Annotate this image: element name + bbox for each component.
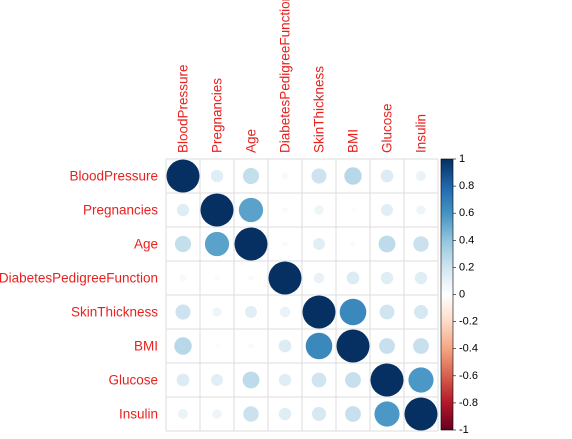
corr-circle-bmi-pregnancies: [214, 343, 220, 349]
row-label-insulin: Insulin: [119, 407, 158, 422]
colorbar-tick-label: 0.8: [459, 180, 474, 192]
column-label-glucose: Glucose: [380, 103, 395, 153]
column-label-skinthickness: SkinThickness: [312, 66, 327, 153]
corr-circle-age-skinthickness: [313, 238, 325, 250]
colorbar-tick-label: -0.8: [459, 397, 478, 409]
corr-circle-age-age: [234, 227, 268, 261]
corr-circle-glucose-insulin: [408, 367, 434, 393]
corr-circle-diabetespedigreefunction-age: [248, 275, 254, 281]
colorbar-tick-label: -0.2: [459, 316, 478, 328]
colorbar-tick-label: -1: [459, 424, 469, 436]
corr-circle-pregnancies-skinthickness: [314, 205, 324, 215]
corr-circle-diabetespedigreefunction-skinthickness: [313, 272, 325, 284]
corr-circle-pregnancies-age: [238, 197, 264, 223]
column-label-insulin: Insulin: [414, 114, 429, 153]
corr-circle-age-insulin: [413, 236, 429, 252]
row-label-pregnancies: Pregnancies: [83, 203, 158, 218]
corr-circle-bloodpressure-bloodpressure: [166, 159, 200, 193]
corr-circle-pregnancies-glucose: [381, 204, 393, 216]
corr-circle-glucose-skinthickness: [311, 372, 327, 388]
corr-circle-bmi-diabetespedigreefunction: [278, 339, 292, 353]
corr-circle-pregnancies-diabetespedigreefunction: [282, 207, 288, 213]
corr-circle-bmi-bloodpressure: [174, 337, 192, 355]
corr-circle-bloodpressure-diabetespedigreefunction: [281, 172, 289, 180]
corr-circle-insulin-pregnancies: [212, 409, 222, 419]
column-label-bloodpressure: BloodPressure: [176, 64, 191, 153]
corr-circle-insulin-age: [243, 406, 259, 422]
corr-circle-age-glucose: [378, 235, 396, 253]
corr-circle-diabetespedigreefunction-insulin: [414, 271, 428, 285]
corr-circle-age-bmi: [350, 241, 356, 247]
corr-circle-glucose-bmi: [345, 372, 361, 388]
corr-circle-bloodpressure-skinthickness: [311, 168, 327, 184]
colorbar-tick-label: 0.2: [459, 261, 474, 273]
colorbar-tick-label: 0.4: [459, 234, 474, 246]
corr-circle-bloodpressure-bmi: [344, 167, 362, 185]
colorbar-tick-label: 0: [459, 289, 465, 301]
corr-circle-bloodpressure-insulin: [416, 171, 426, 181]
corr-circle-diabetespedigreefunction-glucose: [380, 271, 394, 285]
corr-circle-bloodpressure-pregnancies: [210, 169, 224, 183]
corr-circle-pregnancies-pregnancies: [200, 193, 234, 227]
correlation-grid: [165, 158, 439, 432]
corr-circle-glucose-age: [242, 371, 260, 389]
corr-circle-pregnancies-insulin: [416, 205, 426, 215]
correlation-circles: [166, 159, 438, 431]
colorbar-gradient: [440, 158, 454, 431]
corr-circle-insulin-bmi: [345, 406, 361, 422]
row-label-skinthickness: SkinThickness: [71, 305, 158, 320]
corr-circle-skinthickness-diabetespedigreefunction: [279, 306, 291, 318]
corr-circle-insulin-bloodpressure: [178, 409, 188, 419]
colorbar-tick-label: 1: [459, 153, 465, 165]
corr-circle-age-pregnancies: [204, 231, 230, 257]
corr-circle-diabetespedigreefunction-bmi: [346, 271, 360, 285]
row-label-age: Age: [134, 237, 158, 252]
row-label-diabetespedigreefunction: DiabetesPedigreeFunction: [0, 271, 158, 286]
column-label-pregnancies: Pregnancies: [210, 78, 225, 153]
row-label-bloodpressure: BloodPressure: [69, 169, 158, 184]
corr-circle-skinthickness-glucose: [379, 304, 395, 320]
corr-circle-glucose-bloodpressure: [176, 373, 190, 387]
column-label-age: Age: [244, 129, 259, 153]
corr-circle-insulin-diabetespedigreefunction: [278, 407, 292, 421]
corr-circle-insulin-skinthickness: [312, 407, 326, 421]
corr-circle-bloodpressure-age: [242, 167, 260, 185]
column-label-diabetespedigreefunction: DiabetesPedigreeFunction: [278, 0, 293, 153]
colorbar-tick-label: -0.4: [459, 343, 478, 355]
corr-circle-glucose-pregnancies: [211, 374, 223, 386]
corr-circle-bmi-glucose: [379, 338, 395, 354]
corr-circle-diabetespedigreefunction-bloodpressure: [179, 274, 187, 282]
corr-circle-bloodpressure-glucose: [380, 169, 394, 183]
corr-circle-diabetespedigreefunction-diabetespedigreefunction: [268, 261, 302, 295]
column-label-bmi: BMI: [346, 129, 361, 153]
corr-circle-age-bloodpressure: [174, 235, 192, 253]
column-labels: BloodPressure Pregnancies Age DiabetesPedig…: [176, 0, 429, 153]
corr-circle-bmi-age: [248, 343, 254, 349]
corr-circle-skinthickness-bloodpressure: [175, 304, 191, 320]
colorbar-legend: 1 0.8 0.6 0.4 0.2 0 -0.2 -0.4 -0.6 -0.8 -1: [440, 153, 478, 436]
corr-circle-skinthickness-skinthickness: [302, 295, 336, 329]
corr-circle-insulin-glucose: [374, 401, 400, 427]
corr-circle-pregnancies-bmi: [350, 207, 356, 213]
colorbar-tick-label: 0.6: [459, 207, 474, 219]
corr-circle-glucose-diabetespedigreefunction: [278, 373, 292, 387]
colorbar-tick-label: -0.6: [459, 370, 478, 382]
corr-circle-bmi-skinthickness: [305, 332, 333, 360]
corr-circle-diabetespedigreefunction-pregnancies: [214, 275, 220, 281]
corr-circle-skinthickness-bmi: [339, 298, 367, 326]
corr-circle-age-diabetespedigreefunction: [282, 241, 288, 247]
corr-circle-skinthickness-age: [245, 306, 257, 318]
corr-circle-insulin-insulin: [404, 397, 438, 431]
row-label-bmi: BMI: [134, 339, 158, 354]
row-labels: BloodPressure Pregnancies Age DiabetesPedig…: [0, 169, 158, 422]
corr-circle-skinthickness-pregnancies: [212, 307, 222, 317]
corr-circle-skinthickness-insulin: [414, 305, 428, 319]
corr-circle-bmi-bmi: [336, 329, 370, 363]
row-label-glucose: Glucose: [108, 373, 158, 388]
corr-circle-bmi-insulin: [413, 338, 429, 354]
corr-circle-glucose-glucose: [370, 363, 404, 397]
corr-circle-pregnancies-bloodpressure: [176, 203, 190, 217]
